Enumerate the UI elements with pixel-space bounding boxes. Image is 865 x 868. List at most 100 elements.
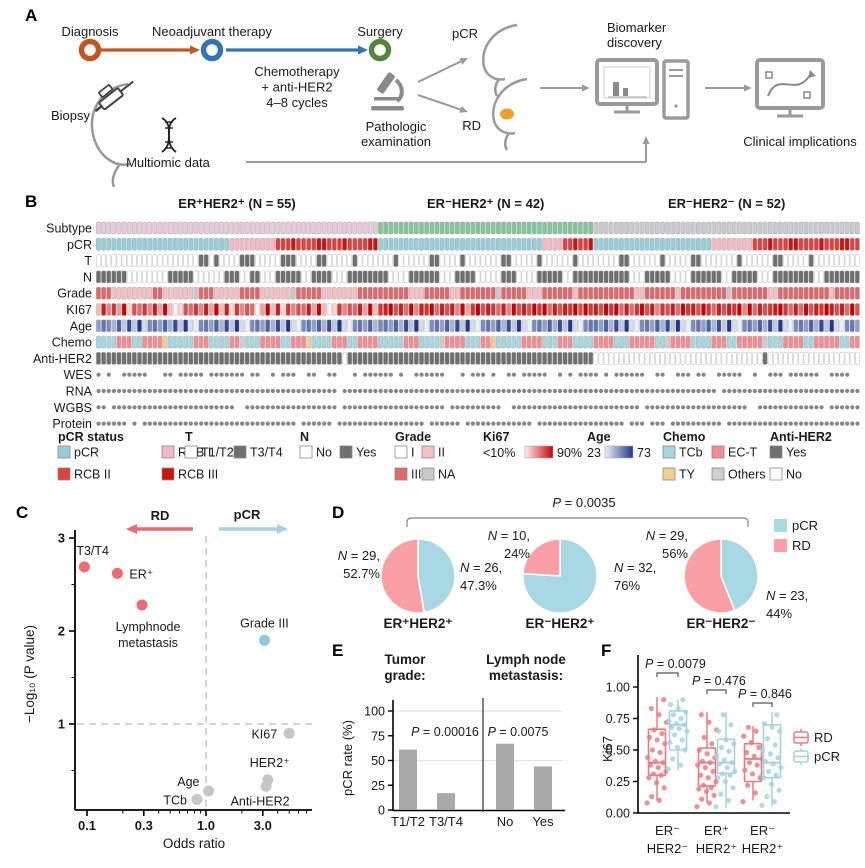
svg-text:25: 25 — [371, 779, 385, 793]
tumor-icon — [500, 108, 514, 120]
pie-chart: N = 29, 56% N = 23, 44% ER⁻HER2⁻ — [646, 528, 809, 631]
svg-text:ER⁺: ER⁺ — [129, 567, 153, 581]
svg-text:Ki67: Ki67 — [483, 430, 509, 444]
svg-text:0.50: 0.50 — [606, 744, 630, 758]
svg-text:HER2⁺: HER2⁺ — [250, 756, 290, 770]
box-RD — [694, 712, 720, 810]
svg-text:Multiomic data: Multiomic data — [126, 155, 211, 170]
svg-text:0.00: 0.00 — [606, 807, 630, 821]
svg-text:Chemo: Chemo — [663, 430, 706, 444]
box-legend-item: pCR — [793, 748, 840, 765]
svg-text:0.75: 0.75 — [606, 712, 630, 726]
svg-text:No: No — [316, 446, 332, 460]
svg-text:ER⁺: ER⁺ — [704, 823, 729, 838]
svg-text:pCR: pCR — [452, 26, 478, 41]
scatter-point: Anti-HER2 — [231, 780, 290, 808]
svg-text:Lymph node: Lymph node — [486, 652, 566, 667]
svg-text:P = 0.476: P = 0.476 — [692, 674, 746, 688]
svg-text:Biopsy: Biopsy — [51, 108, 91, 123]
svg-text:RD: RD — [462, 118, 481, 133]
svg-text:examination: examination — [361, 134, 431, 149]
svg-text:pCR status: pCR status — [58, 430, 124, 444]
svg-text:0.3: 0.3 — [135, 818, 153, 833]
svg-text:Protein: Protein — [52, 417, 92, 431]
svg-text:T3/T4: T3/T4 — [429, 814, 463, 829]
svg-text:−Log₁₀ (P value): −Log₁₀ (P value) — [22, 625, 37, 723]
svg-text:Yes: Yes — [356, 446, 376, 460]
svg-text:23: 23 — [587, 446, 601, 460]
svg-text:52.7%: 52.7% — [343, 566, 380, 581]
svg-text:Grade III: Grade III — [240, 616, 289, 630]
svg-text:metastasis: metastasis — [118, 636, 178, 650]
svg-text:No: No — [497, 814, 514, 829]
svg-text:1.0: 1.0 — [197, 818, 215, 833]
svg-text:RNA: RNA — [66, 385, 93, 399]
svg-text:pCR: pCR — [814, 749, 840, 764]
oncoplot-row: N — [83, 270, 860, 284]
multiomic-flow — [246, 136, 650, 163]
panel-f-label: F — [601, 641, 612, 660]
panel-d-label: D — [332, 503, 345, 522]
timeline-step: Neoadjuvant therapy — [152, 24, 272, 62]
svg-text:Neoadjuvant therapy: Neoadjuvant therapy — [152, 24, 272, 39]
svg-text:44%: 44% — [766, 606, 792, 621]
legend-group: Age 23 73 — [587, 430, 651, 460]
panel-b-oncoplot: ER⁺HER2⁺ (N = 55) ER⁻HER2⁺ (N = 42) ER⁻HER… — [33, 196, 860, 482]
svg-text:I: I — [411, 446, 414, 460]
p-annotation: P = 0.476 — [692, 674, 746, 694]
svg-text:RCB II: RCB II — [74, 468, 111, 482]
svg-text:N: N — [83, 270, 92, 284]
svg-text:Lymphnode: Lymphnode — [116, 620, 181, 634]
svg-text:N = 29,: N = 29, — [338, 548, 380, 563]
svg-text:0.25: 0.25 — [606, 775, 630, 789]
svg-text:No: No — [786, 468, 802, 482]
svg-text:NA: NA — [438, 468, 456, 482]
timeline-arrow-2 — [226, 45, 368, 55]
breast-icon — [492, 77, 528, 151]
timeline-arrow-1 — [101, 45, 200, 55]
svg-text:Chemotherapy: Chemotherapy — [254, 64, 340, 79]
svg-text:Chemo: Chemo — [52, 336, 92, 350]
biopsy-syringe-icon — [94, 80, 134, 113]
oncoplot-row: Age — [70, 319, 860, 333]
svg-text:Biomarker: Biomarker — [607, 20, 667, 35]
svg-text:Yes: Yes — [786, 446, 806, 460]
svg-text:N = 29,: N = 29, — [646, 528, 688, 543]
monitor-curve-icon — [755, 58, 825, 118]
microscope-icon — [371, 72, 404, 111]
box-pCR — [665, 697, 690, 772]
direction-arrows: RD pCR — [126, 507, 288, 534]
panel-c-scatter: 0.1 0.3 1.0 3.0 1 2 3 Odds ratio −Log₁₀ (P value… — [22, 507, 312, 851]
oncoplot-row: pCR — [67, 238, 860, 252]
oncoplot-row: Chemo — [52, 336, 860, 350]
scatter-point: Age — [177, 775, 215, 797]
svg-text:TCb: TCb — [163, 793, 187, 807]
svg-text:T: T — [84, 254, 92, 268]
breast-icon — [482, 23, 518, 97]
svg-text:50: 50 — [371, 754, 385, 768]
svg-text:Anti-HER2: Anti-HER2 — [231, 794, 290, 808]
oncoplot-row: Protein — [52, 417, 860, 431]
svg-text:100: 100 — [364, 705, 385, 719]
oncoplot-row: WES — [64, 368, 850, 382]
scatter-point: Lymphnode metastasis — [116, 599, 181, 650]
svg-text:ER⁻HER2⁻: ER⁻HER2⁻ — [686, 616, 755, 631]
svg-text:ER⁻: ER⁻ — [655, 823, 680, 838]
svg-text:Age: Age — [587, 430, 611, 444]
scatter-point: TCb — [163, 793, 203, 807]
svg-text:P = 0.00016: P = 0.00016 — [411, 725, 479, 739]
panel-c-label: C — [16, 503, 29, 522]
svg-text:Ki67: Ki67 — [600, 736, 615, 762]
svg-text:0: 0 — [378, 804, 385, 818]
svg-text:90%: 90% — [557, 446, 582, 460]
svg-text:ER⁻HER2⁺ (N = 42): ER⁻HER2⁺ (N = 42) — [427, 196, 544, 211]
svg-text:WES: WES — [64, 368, 92, 382]
svg-text:RD: RD — [792, 538, 811, 553]
scatter-point: KI67 — [251, 727, 295, 741]
svg-text:3.0: 3.0 — [254, 818, 272, 833]
